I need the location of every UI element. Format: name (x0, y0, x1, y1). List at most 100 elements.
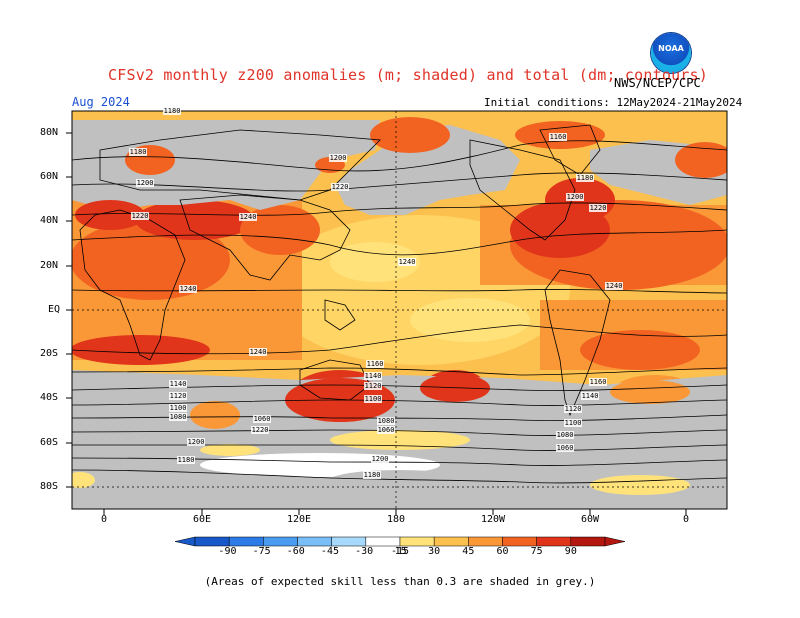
contour-label-bg (363, 471, 381, 479)
agency-label: NWS/NCEP/CPC (614, 76, 701, 90)
contour-label: 1240 (180, 285, 197, 293)
contour-label-bg (377, 426, 395, 434)
contour-label-bg (589, 204, 607, 212)
lat-label: 40S (40, 392, 59, 403)
lat-label: 20S (40, 348, 59, 359)
contour-label: 1180 (178, 456, 195, 464)
contour-label: 1140 (170, 380, 187, 388)
contour-label: 1220 (132, 212, 149, 220)
contour-label: 1180 (577, 174, 594, 182)
colorbar-label: -60 (286, 546, 305, 557)
contour-label-bg (179, 285, 197, 293)
contour-label: 1180 (164, 107, 181, 115)
lon-label: 60W (580, 514, 600, 525)
reference-lines (72, 111, 727, 509)
contour-label: 1200 (137, 179, 154, 187)
contour-label: 1080 (170, 413, 187, 421)
colorbar-label: -90 (218, 546, 237, 557)
contour-label-bg (364, 372, 382, 380)
contour-label: 1220 (332, 183, 349, 191)
contour-label: 1100 (565, 419, 582, 427)
colorbar-label: 60 (496, 546, 509, 557)
lon-label: 0 (100, 514, 108, 525)
contour-label: 1160 (550, 133, 567, 141)
contour-label-bg (177, 456, 195, 464)
contour-label: 1220 (590, 204, 607, 212)
colorbar-label: 75 (530, 546, 543, 557)
contour-label: 1120 (365, 382, 382, 390)
contour-label: 1180 (364, 471, 381, 479)
colorbar (174, 536, 626, 547)
contour-label: 1240 (250, 348, 267, 356)
contour-label: 1120 (565, 405, 582, 413)
contour-label: 1160 (590, 378, 607, 386)
colorbar-label: -45 (320, 546, 339, 557)
contour-label: 1080 (557, 431, 574, 439)
contour-label: 1060 (557, 444, 574, 452)
contour-label-bg (398, 258, 416, 266)
contour-label-bg (605, 282, 623, 290)
lon-label: 0 (682, 514, 690, 525)
contour-label-bg (366, 360, 384, 368)
lon-label: 180 (386, 514, 406, 525)
contour-label-bg (589, 378, 607, 386)
contour-label-bg (364, 395, 382, 403)
contour-label-bg (187, 438, 205, 446)
contour-label: 1100 (365, 395, 382, 403)
lat-label: EQ (48, 304, 61, 315)
lat-label: 60N (40, 171, 59, 182)
contour-label-bg (564, 419, 582, 427)
contour-label-bg (169, 404, 187, 412)
contour-label-bg (576, 174, 594, 182)
contour-label-bg (253, 415, 271, 423)
contour-label-bg (329, 154, 347, 162)
contour-label: 1220 (252, 426, 269, 434)
contour-label: 1100 (170, 404, 187, 412)
contour-label-bg (564, 405, 582, 413)
contour-label-bg (556, 444, 574, 452)
lon-ticks (103, 509, 687, 515)
contour-label-bg (556, 431, 574, 439)
lon-label: 120E (286, 514, 312, 525)
colorbar-label: 90 (564, 546, 577, 557)
contour-label-bg (251, 426, 269, 434)
lon-label: 120W (480, 514, 506, 525)
figure-title: CFSv2 monthly z200 anomalies (m; shaded)… (108, 66, 708, 84)
contour-label-bg (581, 392, 599, 400)
contour-label: 1120 (170, 392, 187, 400)
lat-label: 60S (40, 437, 59, 448)
anomaly-field (72, 111, 727, 509)
contour-label-bg (129, 148, 147, 156)
contour-label-bg (163, 107, 181, 115)
lat-label: 80S (40, 481, 59, 492)
contour-label-bg (169, 413, 187, 421)
lon-label: 60E (192, 514, 212, 525)
contour-label: 1060 (378, 426, 395, 434)
contour-label-bg (131, 212, 149, 220)
contour-label: 1200 (567, 193, 584, 201)
noaa-logo-text: NOAA (658, 44, 684, 53)
contour-label: 1200 (188, 438, 205, 446)
contour-label: 1060 (254, 415, 271, 423)
noaa-logo: NOAA (651, 33, 691, 73)
footnote: (Areas of expected skill less than 0.3 a… (204, 575, 596, 588)
contour-label-bg (169, 380, 187, 388)
contour-label: 1240 (399, 258, 416, 266)
contour-label-bg (331, 183, 349, 191)
colorbar-arrow-high (604, 536, 626, 547)
forecast-month: Aug 2024 (72, 95, 130, 109)
contour-label: 1140 (582, 392, 599, 400)
contour-label: 1140 (365, 372, 382, 380)
colorbar-label: -30 (355, 546, 374, 557)
colorbar-label: 45 (462, 546, 475, 557)
contour-label-bg (249, 348, 267, 356)
lat-ticks (66, 132, 72, 488)
colorbar-label: -75 (252, 546, 271, 557)
contour-label-bg (169, 392, 187, 400)
lat-label: 20N (40, 260, 59, 271)
contour-label: 1080 (378, 417, 395, 425)
contour-label: 1160 (367, 360, 384, 368)
contour-label-bg (136, 179, 154, 187)
